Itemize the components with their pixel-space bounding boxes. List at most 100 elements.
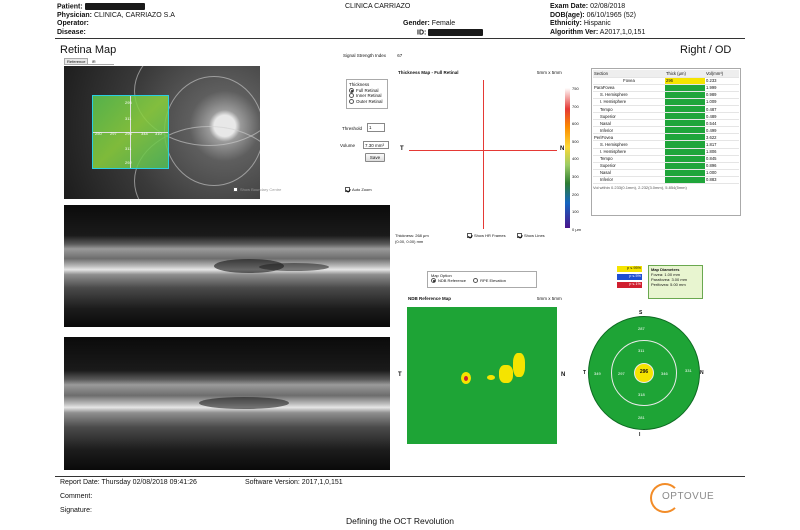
ethnicity-label: Ethnicity: — [550, 20, 582, 27]
table-row[interactable]: Nasal 1.000 — [593, 169, 739, 177]
clinic-name: CLINICA CARRIAZO — [345, 3, 411, 10]
signal-strength-value: 67 — [397, 53, 403, 58]
patient-redacted — [84, 3, 145, 10]
map-option-group: Map Option NDB Reference RPE Elevation — [427, 271, 537, 288]
section-thickness — [665, 98, 705, 106]
section-name: S. Hemisphere — [593, 91, 665, 99]
signal-strength: Signal Strength Index 67 — [343, 53, 402, 59]
patient-label: Patient: — [57, 3, 83, 11]
section-volume: 1.999 — [705, 84, 739, 92]
section-table-panel: Section Thick (μm) Vol(mm³) Fovea 296 0.23… — [591, 68, 741, 216]
table-row[interactable]: Superior 0.489 — [593, 112, 739, 121]
etdrs-chart[interactable]: 296 287 281 349 331 311 318 297 346 — [588, 316, 700, 430]
overlay-value-5: 348 — [141, 131, 148, 136]
table-row[interactable]: Nasal 0.544 — [593, 119, 739, 128]
table-row[interactable]: Tempo 0.845 — [593, 155, 739, 163]
etdrs-center-value: 296 — [639, 369, 649, 375]
auto-zoom-option[interactable]: Auto Zoom — [345, 187, 372, 193]
table-row[interactable]: S. Hemisphere 1.817 — [593, 140, 739, 149]
tab-reference[interactable]: Reference — [64, 58, 89, 65]
ndb-reference-map[interactable] — [407, 307, 557, 444]
report-date: Report Date: Thursday 02/08/2018 09:41:2… — [60, 479, 197, 486]
ndb-reference-radio[interactable] — [431, 278, 436, 284]
algorithm-value: A2017,1,0,151 — [599, 28, 646, 36]
show-hr-frames-label: Show HR Frames — [474, 233, 506, 238]
oct-bscan-vertical[interactable] — [64, 337, 390, 470]
thickness-map-size: 5mm x 5mm — [537, 70, 562, 75]
thickness-readout: Thickness: 268 μm — [395, 233, 429, 238]
threshold-input[interactable]: 1 — [367, 123, 385, 132]
table-row[interactable]: PeriFovea 3.622 — [593, 133, 739, 142]
thickness-scale-ticks: 750 700 600 500 400 300 200 100 0 μm — [572, 86, 581, 232]
oct-bscan-horizontal[interactable] — [64, 205, 390, 327]
scale-tick: 400 — [572, 156, 579, 162]
map-option-label: Map Option — [431, 273, 452, 278]
ndb-yellow-patch-3 — [513, 353, 525, 377]
ndb-map-title: NDB Reference Map — [408, 296, 452, 301]
section-name: Superior — [593, 162, 665, 170]
gender-value: Female — [431, 20, 456, 27]
table-row[interactable]: Inferior 0.499 — [593, 126, 739, 135]
ndb-red-spot — [464, 376, 468, 381]
thickness-map-right-label: N — [560, 146, 565, 152]
thickness-option-group: Thickness Full Retinal Inner Retinal Out… — [346, 79, 388, 109]
inner-retinal-radio[interactable] — [349, 93, 354, 99]
thickness-group-label: Thickness — [349, 82, 370, 87]
section-name: Nasal — [593, 119, 665, 128]
table-row[interactable]: Tempo 0.487 — [593, 105, 739, 114]
show-hr-frames-option[interactable]: Show HR Frames — [467, 233, 506, 239]
ndb-map-size: 5mm x 5mm — [537, 296, 562, 301]
option-ndb-reference[interactable]: NDB Reference — [431, 278, 466, 284]
signal-strength-label: Signal Strength Index — [343, 53, 387, 58]
section-thickness — [665, 91, 705, 99]
section-volume: 1.806 — [705, 148, 739, 156]
show-lines-option[interactable]: Show Lines — [517, 233, 545, 239]
fundus-overlay-map[interactable]: 295 311 250 297 296 348 310 311 292 — [92, 95, 169, 169]
vessel-mid — [164, 76, 260, 186]
option-full-retinal[interactable]: Full Retinal — [349, 88, 385, 94]
bscan-fluid-pocket-2 — [259, 263, 329, 271]
full-retinal-radio[interactable] — [349, 87, 354, 93]
section-thickness — [665, 112, 705, 121]
show-boundary-label: Show Boundary Centre — [240, 187, 282, 192]
table-row[interactable]: Superior 0.896 — [593, 162, 739, 170]
signature-label: Signature: — [60, 507, 92, 514]
table-row[interactable]: S. Hemisphere 0.989 — [593, 91, 739, 99]
option-outer-retinal[interactable]: Outer Retinal — [349, 99, 385, 105]
table-row[interactable]: ParaFovea 1.999 — [593, 84, 739, 92]
section-thickness — [665, 105, 705, 114]
software-version: Software Version: 2017,1,0,151 — [245, 479, 343, 486]
save-button[interactable]: Save — [365, 153, 385, 162]
ethnicity-value: Hispanic — [583, 20, 611, 27]
scale-tick: 100 — [572, 209, 579, 215]
fundus-image[interactable]: 295 311 250 297 296 348 310 311 292 — [64, 66, 260, 199]
rpe-elevation-radio[interactable] — [473, 278, 479, 284]
ndb-yellow-patch-2 — [499, 365, 513, 383]
auto-zoom-checkbox[interactable] — [345, 187, 350, 193]
header-divider — [55, 38, 745, 39]
legend-p95: p ≤ 95% — [617, 266, 642, 272]
option-rpe-elevation[interactable]: RPE Elevation — [473, 278, 506, 284]
table-row[interactable]: I. Hemisphere 1.009 — [593, 98, 739, 106]
show-boundary-checkbox[interactable] — [233, 187, 238, 193]
header-mid: CLINICA CARRIAZO Gender: Female ID: — [345, 3, 495, 37]
rpe-elevation-label: RPE Elevation — [480, 278, 506, 283]
section-volume: 0.544 — [705, 119, 739, 128]
page-title: Retina Map — [60, 44, 117, 56]
show-lines-checkbox[interactable] — [517, 233, 522, 239]
thickness-map[interactable] — [409, 80, 557, 229]
overlay-value-7: 311 — [125, 146, 132, 151]
overlay-value-1: 311 — [125, 116, 132, 121]
option-inner-retinal[interactable]: Inner Retinal — [349, 93, 385, 99]
section-name: Superior — [593, 112, 665, 121]
show-hr-frames-checkbox[interactable] — [467, 233, 472, 239]
section-thickness — [665, 176, 705, 185]
tab-ir[interactable]: IR — [91, 59, 96, 64]
section-thickness — [665, 162, 705, 170]
table-row[interactable]: Inferior 0.883 — [593, 176, 739, 185]
table-row[interactable]: Fovea 296 0.233 — [593, 77, 739, 85]
table-row[interactable]: I. Hemisphere 1.806 — [593, 148, 739, 156]
show-boundary-option[interactable]: Show Boundary Centre — [233, 187, 282, 193]
outer-retinal-radio[interactable] — [349, 98, 354, 104]
section-volume: 1.009 — [705, 98, 739, 106]
